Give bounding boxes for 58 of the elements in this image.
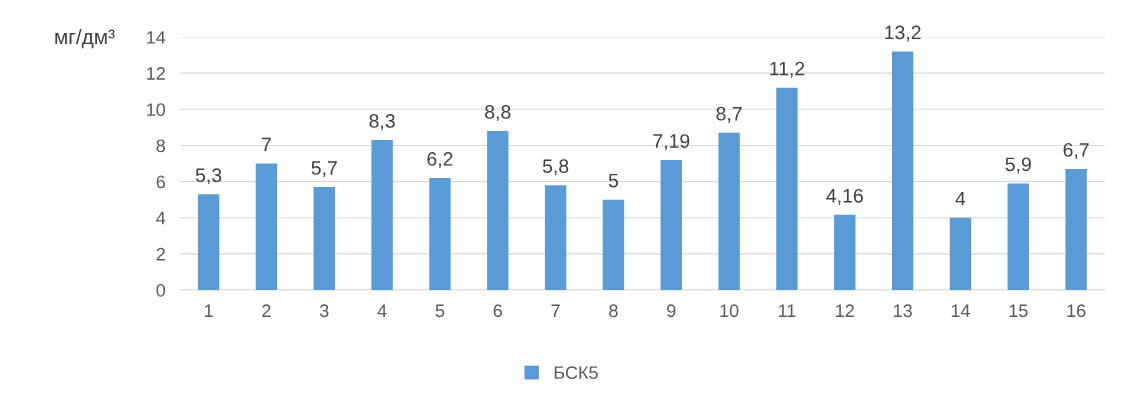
x-tick-label: 5 (435, 304, 445, 318)
bar (255, 163, 278, 290)
bar (776, 87, 798, 290)
y-tick-label: 4 (156, 211, 166, 225)
data-label: 5,3 (195, 168, 222, 185)
x-tick-label: 14 (951, 304, 970, 317)
bar (1065, 168, 1087, 290)
data-label: 11,2 (770, 61, 805, 78)
bar (371, 140, 393, 290)
bar (834, 214, 856, 290)
x-tick-label: 7 (551, 304, 560, 317)
data-label: 6,7 (1063, 142, 1089, 160)
bar (544, 185, 567, 290)
y-tick-label: 14 (147, 31, 166, 44)
data-label: 4,16 (826, 188, 863, 205)
x-tick-label: 1 (204, 304, 213, 317)
x-tick-label: 16 (1067, 304, 1086, 318)
x-tick-label: 12 (836, 304, 854, 317)
x-tick-label: 15 (1009, 304, 1028, 318)
x-tick-label: 8 (609, 304, 618, 318)
data-label: 5,7 (311, 161, 337, 178)
data-label: 7,19 (653, 134, 690, 151)
bar (949, 217, 972, 290)
x-tick-label: 13 (893, 304, 912, 318)
x-tick-label: 11 (778, 304, 796, 317)
x-tick-label: 10 (720, 304, 739, 318)
data-label: 5,9 (1005, 157, 1031, 174)
x-tick-label: 2 (262, 304, 271, 317)
data-label: 13,2 (885, 25, 921, 42)
x-tick-label: 6 (493, 304, 502, 318)
data-label: 7 (262, 137, 271, 152)
y-tick-label: 12 (147, 67, 165, 80)
bar (487, 130, 509, 290)
data-label: 8,3 (369, 114, 395, 131)
y-tick-label: 0 (156, 283, 166, 297)
y-tick-label: 6 (156, 175, 165, 189)
bar (602, 199, 625, 290)
legend-label: БСК5 (554, 366, 598, 380)
x-tick-label: 3 (319, 304, 329, 318)
bar (197, 194, 220, 290)
x-tick-label: 4 (377, 304, 387, 317)
data-label: 5,8 (542, 159, 569, 176)
data-label: 5 (608, 173, 619, 188)
y-tick-label: 8 (156, 139, 166, 153)
data-label: 8,8 (485, 105, 511, 122)
y-tick-label: 2 (156, 247, 165, 261)
bar (718, 132, 740, 290)
bar (313, 187, 335, 290)
x-tick-label: 9 (667, 304, 676, 318)
bar (660, 160, 682, 290)
data-label: 4 (955, 191, 966, 206)
y-tick-label: 10 (147, 103, 166, 117)
bar (429, 177, 451, 290)
data-label: 8,7 (716, 106, 742, 123)
y-axis-title: мг/дм³ (55, 28, 115, 49)
bar (891, 51, 914, 290)
data-label: 6,2 (427, 152, 453, 169)
bar (1007, 183, 1029, 290)
